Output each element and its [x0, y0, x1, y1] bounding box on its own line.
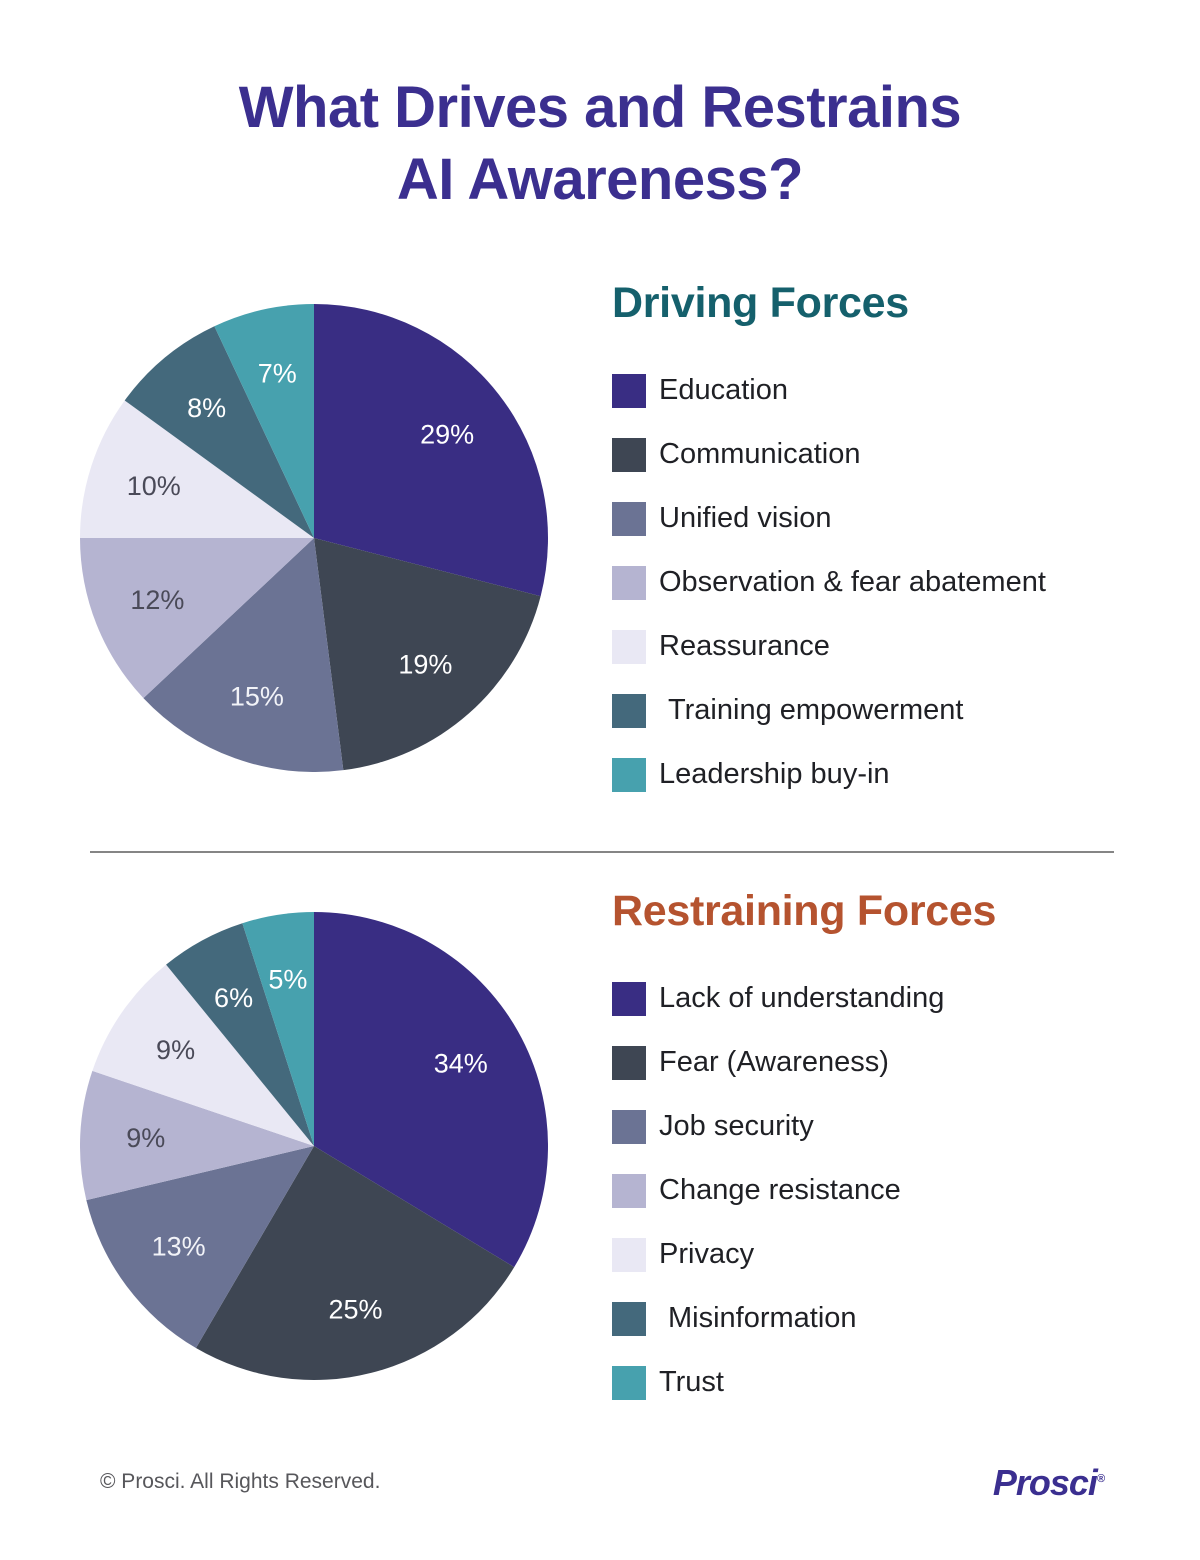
pie-percentage-label: 15% — [230, 682, 284, 712]
legend-item-reassurance: Reassurance — [612, 629, 1172, 664]
communication-swatch — [612, 437, 646, 472]
legend-item-observation-fear-abatement: Observation & fear abatement — [612, 565, 1172, 600]
restraining-forces-pie-chart: 34% 25% 13% 9% 9% 6% 5% — [80, 912, 548, 1380]
driving-forces-heading: Driving Forces — [612, 279, 909, 327]
legend-item-training-empowerment: Training empowerment — [612, 693, 1172, 728]
pie-slice-job-security — [86, 1146, 314, 1349]
legend-item-lack-of-understanding: Lack of understanding — [612, 981, 1172, 1016]
legend-item-education: Education — [612, 373, 1172, 408]
prosci-logo: Prosci® — [992, 1462, 1105, 1504]
pie-slice-privacy — [92, 964, 314, 1146]
page-title-line-2: AI Awareness? — [396, 146, 804, 212]
legend-item-label: Leadership buy-in — [659, 758, 890, 791]
education-swatch — [612, 373, 646, 408]
copyright-text: © Prosci. All Rights Reserved. — [100, 1470, 381, 1493]
fear-awareness-swatch — [612, 1045, 646, 1080]
legend-item-label: Lack of understanding — [659, 982, 945, 1015]
legend-item-leadership-buy-in: Leadership buy-in — [612, 757, 1172, 792]
pie-slice-lack-of-understanding — [314, 912, 548, 1268]
pie-slice-training-empowerment — [124, 326, 314, 538]
pie-percentage-label: 8% — [187, 393, 226, 423]
legend-item-fear-awareness: Fear (Awareness) — [612, 1045, 1172, 1080]
legend-item-label: Misinformation — [668, 1302, 857, 1335]
legend-item-privacy: Privacy — [612, 1237, 1172, 1272]
pie-percentage-label: 13% — [152, 1231, 206, 1261]
pie-slice-fear-awareness- — [195, 1146, 515, 1380]
prosci-logo-text: Prosci — [992, 1462, 1098, 1503]
training-empowerment-swatch — [612, 693, 646, 728]
job-security-swatch — [612, 1109, 646, 1144]
legend-item-label: Observation & fear abatement — [659, 566, 1046, 599]
leadership-buy-in-swatch — [612, 757, 646, 792]
legend-item-misinformation: Misinformation — [612, 1301, 1172, 1336]
legend-item-label: Trust — [659, 1366, 724, 1399]
page-title-line-1: What Drives and Restrains — [238, 75, 962, 140]
pie-slice-misinformation — [166, 923, 314, 1146]
legend-item-unified-vision: Unified vision — [612, 501, 1172, 536]
pie-percentage-label: 7% — [258, 359, 297, 389]
pie-slice-observation-fear-abatement — [80, 538, 314, 699]
restraining-forces-heading: Restraining Forces — [612, 887, 997, 935]
pie-slice-unified-vision — [143, 538, 344, 772]
legend-item-label: Reassurance — [659, 630, 830, 663]
pie-percentage-label: 12% — [130, 585, 184, 615]
pie-percentage-label: 6% — [214, 983, 253, 1013]
legend-item-change-resistance: Change resistance — [612, 1173, 1172, 1208]
pie-percentage-label: 29% — [420, 420, 474, 450]
legend-item-communication: Communication — [612, 437, 1172, 472]
restraining-forces-legend-list: Lack of understanding Fear (Awareness) J… — [612, 981, 1172, 1400]
driving-forces-legend-list: Education Communication Unified vision O… — [612, 373, 1172, 792]
pie-slice-reassurance — [80, 400, 314, 538]
legend-item-job-security: Job security — [612, 1109, 1172, 1144]
trust-swatch — [612, 1365, 646, 1400]
section-divider — [90, 851, 1114, 853]
pie-percentage-label: 9% — [126, 1123, 165, 1153]
pie-slice-education — [314, 304, 548, 597]
legend-item-label: Fear (Awareness) — [659, 1046, 889, 1079]
misinformation-swatch — [612, 1301, 646, 1336]
pie-percentage-label: 19% — [398, 649, 452, 679]
legend-item-label: Unified vision — [659, 502, 832, 535]
legend-item-label: Communication — [659, 438, 861, 471]
pie-slice-communication — [314, 538, 541, 771]
driving-forces-legend: Driving Forces Education Communication U… — [612, 278, 1172, 822]
registered-trademark-mark: ® — [1096, 1473, 1105, 1485]
unified-vision-swatch — [612, 501, 646, 536]
reassurance-swatch — [612, 629, 646, 664]
restraining-forces-legend: Restraining Forces Lack of understanding… — [612, 886, 1172, 1430]
legend-item-label: Privacy — [659, 1238, 755, 1271]
driving-forces-pie-chart: 29% 19% 15% 12% 10% 8% 7% — [80, 304, 548, 772]
pie-percentage-label: 10% — [127, 471, 181, 501]
pie-slice-trust — [242, 912, 314, 1146]
observation-fear-abatement-swatch — [612, 565, 646, 600]
lack-of-understanding-swatch — [612, 981, 646, 1016]
pie-percentage-label: 25% — [328, 1294, 382, 1324]
legend-item-label: Change resistance — [659, 1174, 901, 1207]
pie-percentage-label: 34% — [434, 1048, 488, 1078]
page-title: What Drives and Restrains AI Awareness? — [0, 72, 1200, 216]
change-resistance-swatch — [612, 1173, 646, 1208]
legend-item-trust: Trust — [612, 1365, 1172, 1400]
pie-percentage-label: 9% — [156, 1035, 195, 1065]
privacy-swatch — [612, 1237, 646, 1272]
pie-percentage-label: 5% — [268, 965, 307, 995]
pie-slice-change-resistance — [80, 1070, 314, 1201]
legend-item-label: Training empowerment — [668, 694, 964, 727]
legend-item-label: Job security — [659, 1110, 814, 1143]
pie-slice-leadership-buy-in — [214, 304, 314, 538]
legend-item-label: Education — [659, 374, 788, 407]
